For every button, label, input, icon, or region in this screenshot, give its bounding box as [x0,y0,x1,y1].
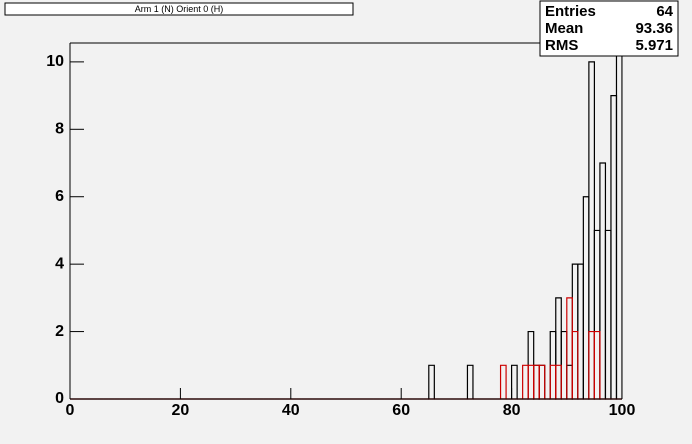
x-tick-label: 80 [503,402,521,419]
x-tick-label: 40 [282,402,300,419]
stats: Entries 64 Mean 93.36 RMS 5.971 [545,3,674,54]
x-tick-label: 0 [66,402,75,419]
stats-box [539,0,679,57]
y-tick-label: 6 [55,188,64,205]
stats-label: Mean [545,20,583,37]
stats-value: 93.36 [635,20,673,37]
title-box [4,2,354,16]
y-tick-label: 10 [46,53,64,70]
x-tick-label: 20 [172,402,190,419]
y-tick-label: 0 [55,390,64,407]
y-tick-label: 2 [55,323,64,340]
chart-title: Arm 1 (N) Orient 0 (H) [135,4,224,14]
x-tick-label: 60 [392,402,410,419]
stats-value: 64 [656,3,673,20]
y-tick-label: 8 [55,121,64,138]
stats-label: Entries [545,3,596,20]
stats-label: RMS [545,37,578,54]
stats-value: 5.971 [635,37,673,54]
x-tick-label: 100 [609,402,636,419]
y-tick-label: 4 [55,255,64,272]
